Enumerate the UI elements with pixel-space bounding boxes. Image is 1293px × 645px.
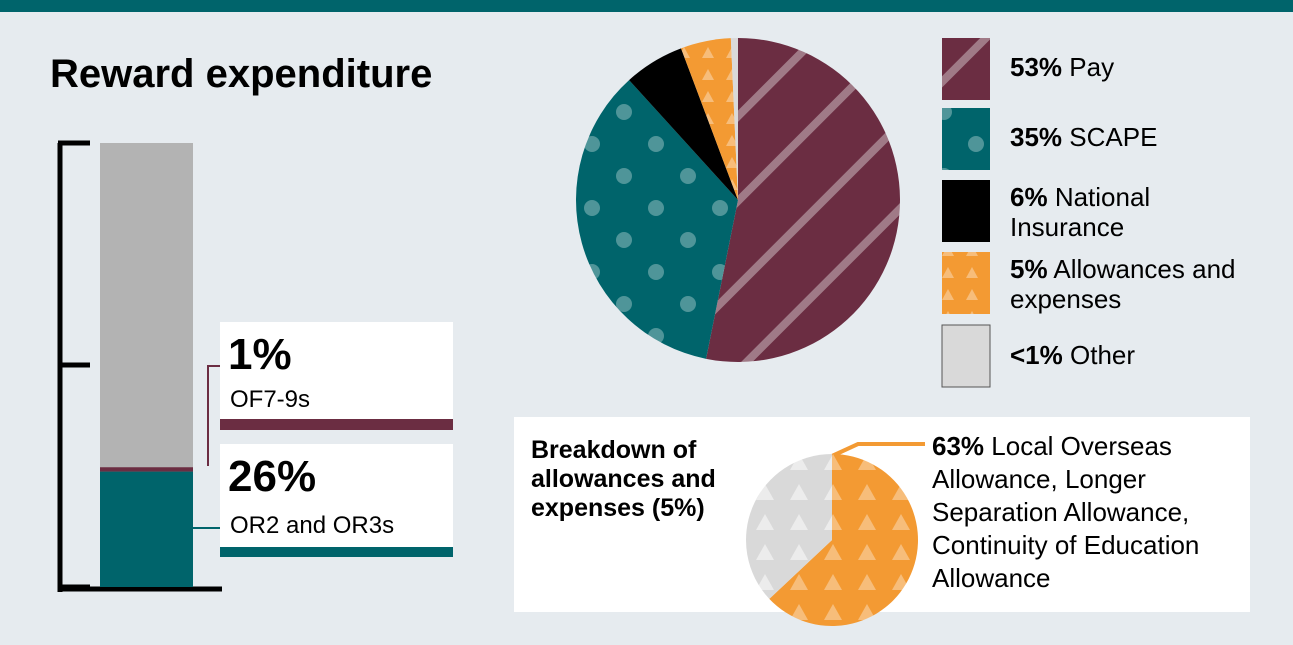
breakdown-title: Breakdown of allowances and expenses (5%… <box>531 436 716 522</box>
legend-entry: 5% Allowances and expenses <box>1010 254 1270 314</box>
title: Reward expenditure <box>50 52 433 96</box>
legend-value: 53% <box>1010 52 1063 82</box>
legend-entry: <1% Other <box>1010 340 1270 370</box>
leader-line <box>831 442 925 458</box>
legend-swatch <box>941 324 991 388</box>
bar-segment <box>100 471 193 587</box>
pie-slice <box>706 38 900 362</box>
label: Local Overseas Allowance, Longer Separat… <box>932 431 1200 593</box>
top-border <box>0 0 1293 12</box>
connector <box>207 365 220 466</box>
label-box: 1% OF7-9s <box>220 322 453 430</box>
legend-swatch <box>942 180 990 242</box>
label: OR2 and OR3s <box>230 512 395 539</box>
legend-label: Allowances and expenses <box>1010 254 1236 314</box>
legend-entry: 35% SCAPE <box>1010 122 1270 152</box>
label-box: 26% OR2 and OR3s <box>220 444 453 557</box>
pie-slice <box>746 454 832 599</box>
pie-slice <box>575 80 738 359</box>
legend-label: National Insurance <box>1010 182 1151 242</box>
legend-value: <1% <box>1010 340 1063 370</box>
pie-slice <box>629 48 738 200</box>
bar-segment <box>100 143 193 468</box>
band <box>220 547 453 557</box>
legend-entry: 53% Pay <box>1010 52 1270 82</box>
band <box>220 419 453 430</box>
value-label: 63% <box>932 431 985 461</box>
value-label: 1% <box>228 330 292 379</box>
pie-slice <box>769 454 919 626</box>
legend-swatch <box>942 252 990 314</box>
legend-label: Other <box>1070 340 1136 370</box>
value-label: 26% <box>228 452 317 501</box>
legend-value: 6% <box>1010 182 1048 212</box>
legend-label: Pay <box>1069 52 1115 82</box>
legend-value: 35% <box>1010 122 1063 152</box>
label: OF7-9s <box>230 386 311 413</box>
slice-label: 63% Local Overseas Allowance, Longer Sep… <box>932 430 1252 595</box>
pie-slice <box>730 38 738 200</box>
legend-swatch <box>942 38 990 100</box>
legend-label: SCAPE <box>1069 122 1158 152</box>
legend-swatch <box>942 108 990 170</box>
bar-segment <box>100 467 193 472</box>
legend-value: 5% <box>1010 254 1048 284</box>
legend-entry: 6% National Insurance <box>1010 182 1270 242</box>
pie-slice <box>681 38 738 200</box>
